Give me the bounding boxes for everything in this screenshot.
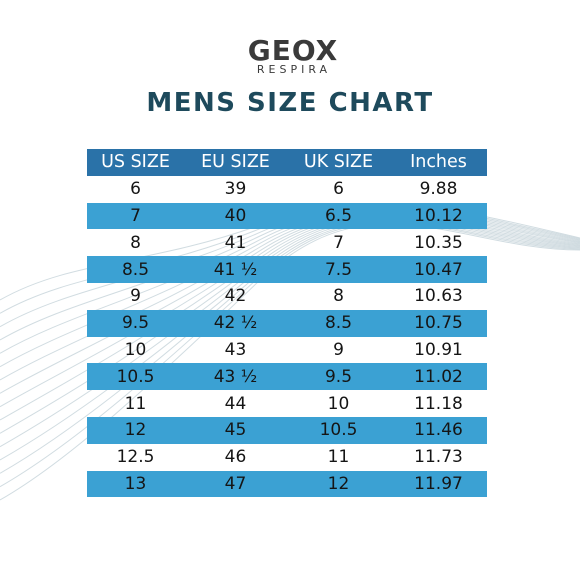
table-row: 8 41 7 10.35 <box>87 229 487 256</box>
cell-uk-size: 8.5 <box>287 309 390 337</box>
cell-inches: 10.47 <box>390 256 487 283</box>
cell-uk-size: 9.5 <box>287 363 390 391</box>
header-inches: Inches <box>390 149 487 176</box>
table-row: 10 43 9 10.91 <box>87 337 487 364</box>
table-row: 9 42 8 10.63 <box>87 283 487 310</box>
cell-us-size: 6 <box>130 179 141 200</box>
cell-eu-size: 43 <box>224 339 247 360</box>
cell-us-size: 10.5 <box>87 363 184 391</box>
cell-uk-size: 6 <box>333 179 344 200</box>
cell-uk-size: 9 <box>333 339 344 360</box>
cell-eu-size: 42 ½ <box>184 309 287 337</box>
cell-us-size: 9.5 <box>87 309 184 337</box>
table-header-row: US SIZE EU SIZE UK SIZE Inches <box>87 149 487 176</box>
cell-uk-size: 8 <box>333 286 344 307</box>
cell-eu-size: 47 <box>184 470 287 498</box>
cell-eu-size: 46 <box>224 447 247 468</box>
cell-eu-size: 39 <box>224 179 247 200</box>
cell-us-size: 9 <box>130 286 141 307</box>
cell-eu-size: 43 ½ <box>184 363 287 391</box>
table-row: 12.5 46 11 11.73 <box>87 444 487 471</box>
cell-eu-size: 41 ½ <box>184 256 287 283</box>
cell-eu-size: 41 <box>224 232 247 253</box>
cell-inches: 10.12 <box>390 202 487 230</box>
brand-name: GEOX <box>247 34 339 67</box>
cell-eu-size: 42 <box>224 286 247 307</box>
table-row: 12 45 10.5 11.46 <box>87 416 487 444</box>
cell-inches: 11.73 <box>414 447 463 468</box>
cell-eu-size: 45 <box>184 416 287 444</box>
cell-uk-size: 6.5 <box>287 202 390 230</box>
table-row: 13 47 12 11.97 <box>87 470 487 498</box>
cell-us-size: 13 <box>87 470 184 498</box>
cell-us-size: 12.5 <box>116 447 155 468</box>
cell-us-size: 12 <box>87 416 184 444</box>
cell-eu-size: 40 <box>184 202 287 230</box>
size-chart-table: US SIZE EU SIZE UK SIZE Inches 6 39 6 9.… <box>87 149 487 498</box>
cell-uk-size: 10 <box>327 393 350 414</box>
table-row: 8.5 41 ½ 7.5 10.47 <box>87 256 487 283</box>
cell-us-size: 8.5 <box>87 256 184 283</box>
page-title: MENS SIZE CHART <box>146 88 434 118</box>
cell-eu-size: 44 <box>224 393 247 414</box>
cell-inches: 11.46 <box>390 416 487 444</box>
cell-us-size: 11 <box>124 393 147 414</box>
table-row: 11 44 10 11.18 <box>87 390 487 417</box>
cell-uk-size: 11 <box>327 447 350 468</box>
cell-inches: 11.02 <box>390 363 487 391</box>
cell-us-size: 10 <box>124 339 147 360</box>
cell-inches: 10.35 <box>414 232 463 253</box>
cell-uk-size: 12 <box>287 470 390 498</box>
cell-inches: 11.18 <box>414 393 463 414</box>
cell-uk-size: 7 <box>333 232 344 253</box>
table-row: 6 39 6 9.88 <box>87 176 487 203</box>
cell-us-size: 7 <box>87 202 184 230</box>
header-us-size: US SIZE <box>87 149 184 176</box>
cell-us-size: 8 <box>130 232 141 253</box>
header-eu-size: EU SIZE <box>184 149 287 176</box>
table-row: 7 40 6.5 10.12 <box>87 202 487 230</box>
cell-uk-size: 7.5 <box>287 256 390 283</box>
cell-inches: 10.63 <box>414 286 463 307</box>
table-row: 9.5 42 ½ 8.5 10.75 <box>87 309 487 337</box>
header-uk-size: UK SIZE <box>287 149 390 176</box>
cell-inches: 10.91 <box>414 339 463 360</box>
table-row: 10.5 43 ½ 9.5 11.02 <box>87 363 487 391</box>
brand-tagline: RESPIRA <box>256 63 332 76</box>
cell-inches: 10.75 <box>390 309 487 337</box>
cell-uk-size: 10.5 <box>287 416 390 444</box>
cell-inches: 11.97 <box>390 470 487 498</box>
cell-inches: 9.88 <box>419 179 458 200</box>
brand-logo: GEOX RESPIRA <box>0 34 580 76</box>
